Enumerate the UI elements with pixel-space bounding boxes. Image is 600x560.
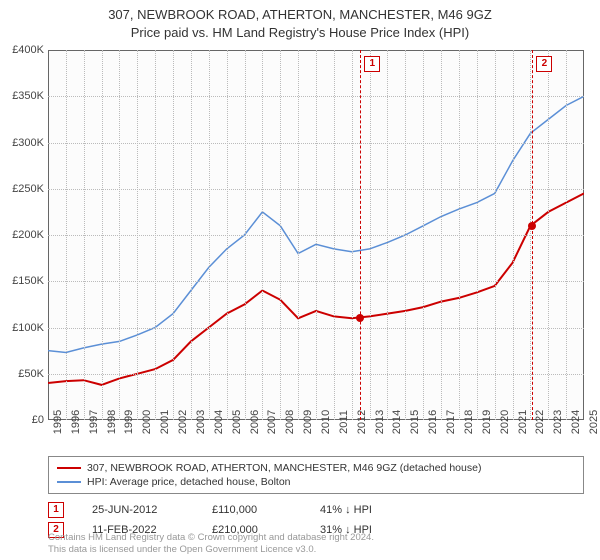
xtick-label: 1995 <box>52 410 64 434</box>
gridline-vertical <box>227 50 228 420</box>
gridline-vertical <box>423 50 424 420</box>
gridline-vertical <box>530 50 531 420</box>
gridline-vertical <box>352 50 353 420</box>
ytick-label: £50K <box>0 368 44 380</box>
marker-point <box>356 314 364 322</box>
xtick-label: 2008 <box>284 410 296 434</box>
ytick-label: £150K <box>0 275 44 287</box>
marker-line <box>532 50 533 420</box>
gridline-vertical <box>119 50 120 420</box>
gridline-vertical <box>513 50 514 420</box>
gridline-vertical <box>191 50 192 420</box>
xtick-label: 2024 <box>570 410 582 434</box>
xtick-label: 2010 <box>320 410 332 434</box>
xtick-label: 2022 <box>534 410 546 434</box>
marker-box: 1 <box>364 56 380 72</box>
xtick-label: 1999 <box>123 410 135 434</box>
gridline-vertical <box>102 50 103 420</box>
transaction-marker: 1 <box>48 502 64 518</box>
gridline-vertical <box>298 50 299 420</box>
xtick-label: 2001 <box>159 410 171 434</box>
xtick-label: 2006 <box>249 410 261 434</box>
gridline-vertical <box>548 50 549 420</box>
gridline-vertical <box>173 50 174 420</box>
gridline-vertical <box>245 50 246 420</box>
ytick-label: £300K <box>0 137 44 149</box>
xtick-label: 2005 <box>231 410 243 434</box>
xtick-label: 1997 <box>88 410 100 434</box>
ytick-label: £400K <box>0 44 44 56</box>
legend-box: 307, NEWBROOK ROAD, ATHERTON, MANCHESTER… <box>48 456 584 494</box>
legend-label-hpi: HPI: Average price, detached house, Bolt… <box>87 476 291 488</box>
xtick-label: 2018 <box>463 410 475 434</box>
legend-swatch-hpi <box>57 481 81 483</box>
xtick-label: 2004 <box>213 410 225 434</box>
xtick-label: 2020 <box>499 410 511 434</box>
xtick-label: 2009 <box>302 410 314 434</box>
xtick-label: 2000 <box>141 410 153 434</box>
marker-box: 2 <box>536 56 552 72</box>
xtick-label: 2019 <box>481 410 493 434</box>
gridline-vertical <box>209 50 210 420</box>
xtick-label: 2012 <box>356 410 368 434</box>
ytick-label: £250K <box>0 183 44 195</box>
marker-line <box>360 50 361 420</box>
xtick-label: 2025 <box>588 410 600 434</box>
gridline-vertical <box>334 50 335 420</box>
xtick-label: 2011 <box>338 410 350 434</box>
footnote: Contains HM Land Registry data © Crown c… <box>48 532 374 556</box>
xtick-label: 2003 <box>195 410 207 434</box>
transaction-price: £110,000 <box>212 504 292 516</box>
gridline-vertical <box>477 50 478 420</box>
xtick-label: 2002 <box>177 410 189 434</box>
legend-label-property: 307, NEWBROOK ROAD, ATHERTON, MANCHESTER… <box>87 462 481 474</box>
footnote-line1: Contains HM Land Registry data © Crown c… <box>48 532 374 544</box>
ytick-label: £350K <box>0 90 44 102</box>
xtick-label: 2014 <box>391 410 403 434</box>
xtick-label: 2016 <box>427 410 439 434</box>
legend-row-hpi: HPI: Average price, detached house, Bolt… <box>57 475 575 489</box>
ytick-label: £0 <box>0 414 44 426</box>
chart-title: 307, NEWBROOK ROAD, ATHERTON, MANCHESTER… <box>0 0 600 41</box>
gridline-vertical <box>280 50 281 420</box>
gridline-vertical <box>66 50 67 420</box>
gridline-vertical <box>316 50 317 420</box>
title-line1: 307, NEWBROOK ROAD, ATHERTON, MANCHESTER… <box>0 6 600 24</box>
footnote-line2: This data is licensed under the Open Gov… <box>48 544 374 556</box>
gridline-vertical <box>441 50 442 420</box>
ytick-label: £200K <box>0 229 44 241</box>
transaction-delta: 41% ↓ HPI <box>320 504 372 516</box>
xtick-label: 2015 <box>409 410 421 434</box>
gridline-vertical <box>370 50 371 420</box>
xtick-label: 2007 <box>266 410 278 434</box>
xtick-label: 2017 <box>445 410 457 434</box>
xtick-label: 2021 <box>517 410 529 434</box>
gridline-vertical <box>495 50 496 420</box>
gridline-vertical <box>137 50 138 420</box>
gridline-vertical <box>405 50 406 420</box>
gridline-vertical <box>262 50 263 420</box>
gridline-vertical <box>566 50 567 420</box>
gridline-vertical <box>387 50 388 420</box>
gridline-vertical <box>84 50 85 420</box>
xtick-label: 1998 <box>106 410 118 434</box>
gridline-vertical <box>155 50 156 420</box>
title-line2: Price paid vs. HM Land Registry's House … <box>0 24 600 42</box>
xtick-label: 2013 <box>374 410 386 434</box>
legend: 307, NEWBROOK ROAD, ATHERTON, MANCHESTER… <box>48 456 584 540</box>
legend-row-property: 307, NEWBROOK ROAD, ATHERTON, MANCHESTER… <box>57 461 575 475</box>
transaction-date: 25-JUN-2012 <box>92 504 184 516</box>
xtick-label: 2023 <box>552 410 564 434</box>
legend-swatch-property <box>57 467 81 469</box>
gridline-vertical <box>459 50 460 420</box>
transaction-row: 1 25-JUN-2012 £110,000 41% ↓ HPI <box>48 500 584 520</box>
xtick-label: 1996 <box>70 410 82 434</box>
marker-point <box>528 222 536 230</box>
chart-area: £0£50K£100K£150K£200K£250K£300K£350K£400… <box>48 50 584 420</box>
ytick-label: £100K <box>0 322 44 334</box>
